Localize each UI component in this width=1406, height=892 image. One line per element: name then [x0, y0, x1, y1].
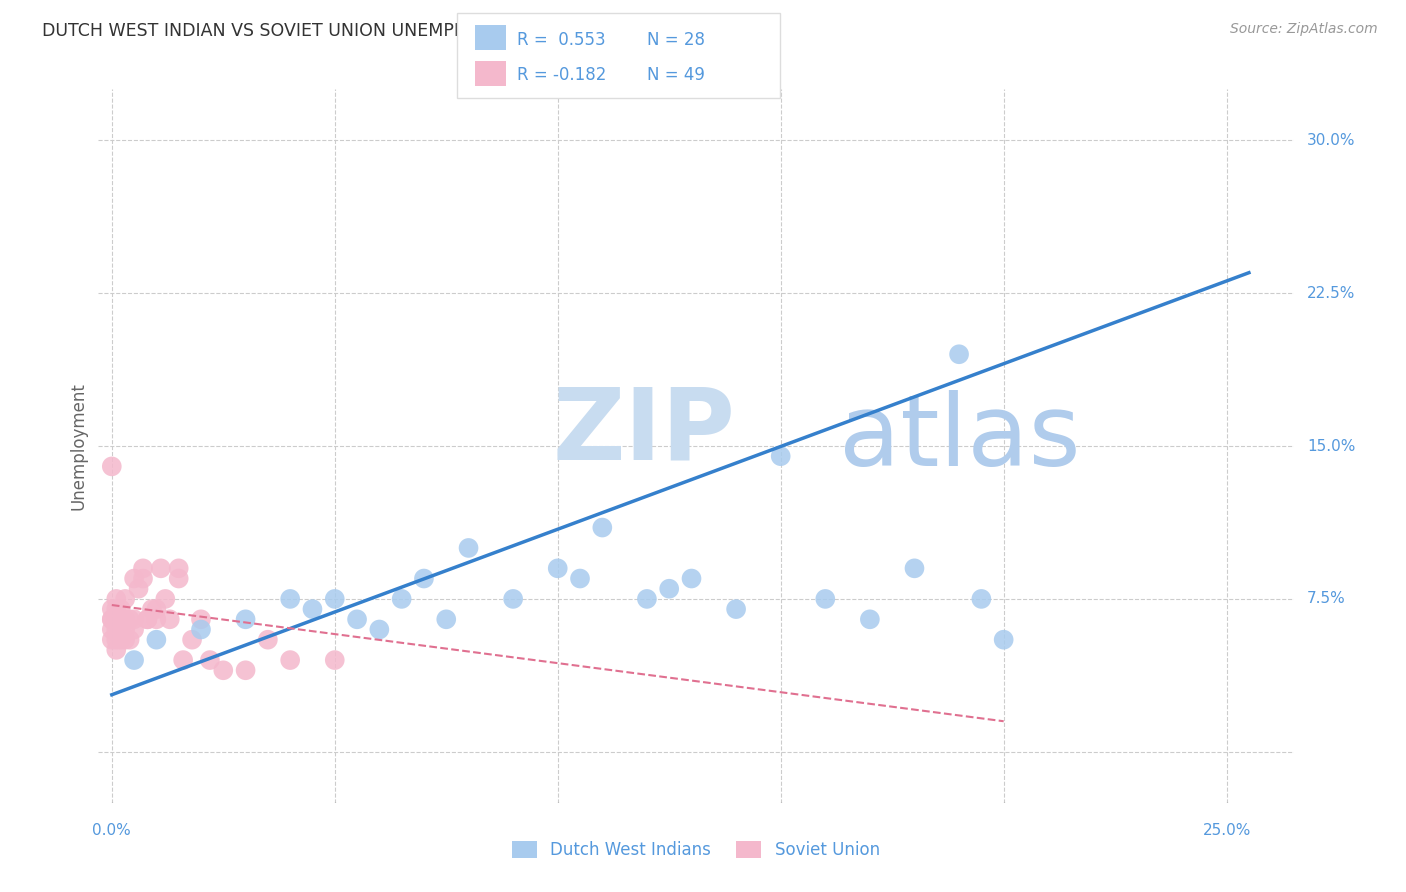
Point — [132, 572, 155, 586]
Point — [658, 582, 681, 596]
Point — [434, 612, 457, 626]
Text: 15.0%: 15.0% — [1308, 439, 1355, 453]
Text: N = 28: N = 28 — [647, 31, 704, 49]
Point — [118, 632, 141, 647]
Text: 7.5%: 7.5% — [1308, 591, 1346, 607]
Point — [114, 612, 136, 626]
Point — [235, 612, 257, 626]
Point — [101, 612, 124, 626]
Point — [346, 612, 368, 626]
Text: 30.0%: 30.0% — [1308, 133, 1355, 148]
Text: Source: ZipAtlas.com: Source: ZipAtlas.com — [1230, 22, 1378, 37]
Point — [145, 612, 167, 626]
Text: R = -0.182: R = -0.182 — [517, 67, 607, 85]
Point — [101, 623, 124, 637]
Point — [114, 591, 136, 606]
Point — [141, 602, 163, 616]
Point — [110, 632, 132, 647]
Point — [110, 623, 132, 637]
Point — [132, 561, 155, 575]
Point — [101, 459, 124, 474]
Point — [235, 663, 257, 677]
Point — [105, 591, 128, 606]
Point — [591, 520, 613, 534]
Point — [105, 643, 128, 657]
Point — [105, 612, 128, 626]
Text: N = 49: N = 49 — [647, 67, 704, 85]
Point — [110, 612, 132, 626]
Point — [413, 572, 436, 586]
Text: R =  0.553: R = 0.553 — [517, 31, 606, 49]
Point — [122, 653, 145, 667]
Point — [569, 572, 592, 586]
Point — [970, 591, 993, 606]
Point — [105, 612, 128, 626]
Text: ZIP: ZIP — [553, 384, 735, 480]
Point — [502, 591, 524, 606]
Point — [859, 612, 882, 626]
Point — [278, 653, 301, 667]
Point — [636, 591, 658, 606]
Y-axis label: Unemployment: Unemployment — [69, 382, 87, 510]
Point — [105, 623, 128, 637]
Point — [903, 561, 925, 575]
Point — [149, 561, 172, 575]
Point — [323, 591, 346, 606]
Text: 22.5%: 22.5% — [1308, 285, 1355, 301]
Point — [101, 632, 124, 647]
Point — [136, 612, 159, 626]
Point — [110, 602, 132, 616]
Point — [105, 602, 128, 616]
Point — [128, 582, 150, 596]
Point — [198, 653, 221, 667]
Point — [301, 602, 323, 616]
Point — [167, 561, 190, 575]
Point — [323, 653, 346, 667]
Point — [681, 572, 703, 586]
Point — [457, 541, 479, 555]
Point — [105, 612, 128, 626]
Point — [368, 623, 391, 637]
Point — [391, 591, 413, 606]
Point — [278, 591, 301, 606]
Point — [167, 572, 190, 586]
Point — [190, 612, 212, 626]
Point — [190, 623, 212, 637]
Point — [122, 612, 145, 626]
Point — [114, 623, 136, 637]
Point — [547, 561, 569, 575]
Point — [159, 612, 181, 626]
Text: atlas: atlas — [839, 391, 1081, 487]
Point — [145, 602, 167, 616]
Point — [993, 632, 1015, 647]
Point — [948, 347, 970, 361]
Point — [118, 612, 141, 626]
Point — [725, 602, 748, 616]
Legend: Dutch West Indians, Soviet Union: Dutch West Indians, Soviet Union — [506, 834, 886, 866]
Point — [814, 591, 837, 606]
Point — [769, 449, 792, 463]
Text: 25.0%: 25.0% — [1202, 823, 1251, 838]
Point — [172, 653, 194, 667]
Point — [122, 623, 145, 637]
Point — [122, 572, 145, 586]
Point — [101, 602, 124, 616]
Point — [155, 591, 177, 606]
Point — [101, 612, 124, 626]
Point — [136, 612, 159, 626]
Point — [145, 632, 167, 647]
Point — [181, 632, 204, 647]
Point — [257, 632, 280, 647]
Point — [114, 632, 136, 647]
Text: DUTCH WEST INDIAN VS SOVIET UNION UNEMPLOYMENT CORRELATION CHART: DUTCH WEST INDIAN VS SOVIET UNION UNEMPL… — [42, 22, 731, 40]
Text: 0.0%: 0.0% — [93, 823, 131, 838]
Point — [212, 663, 235, 677]
Point — [105, 632, 128, 647]
